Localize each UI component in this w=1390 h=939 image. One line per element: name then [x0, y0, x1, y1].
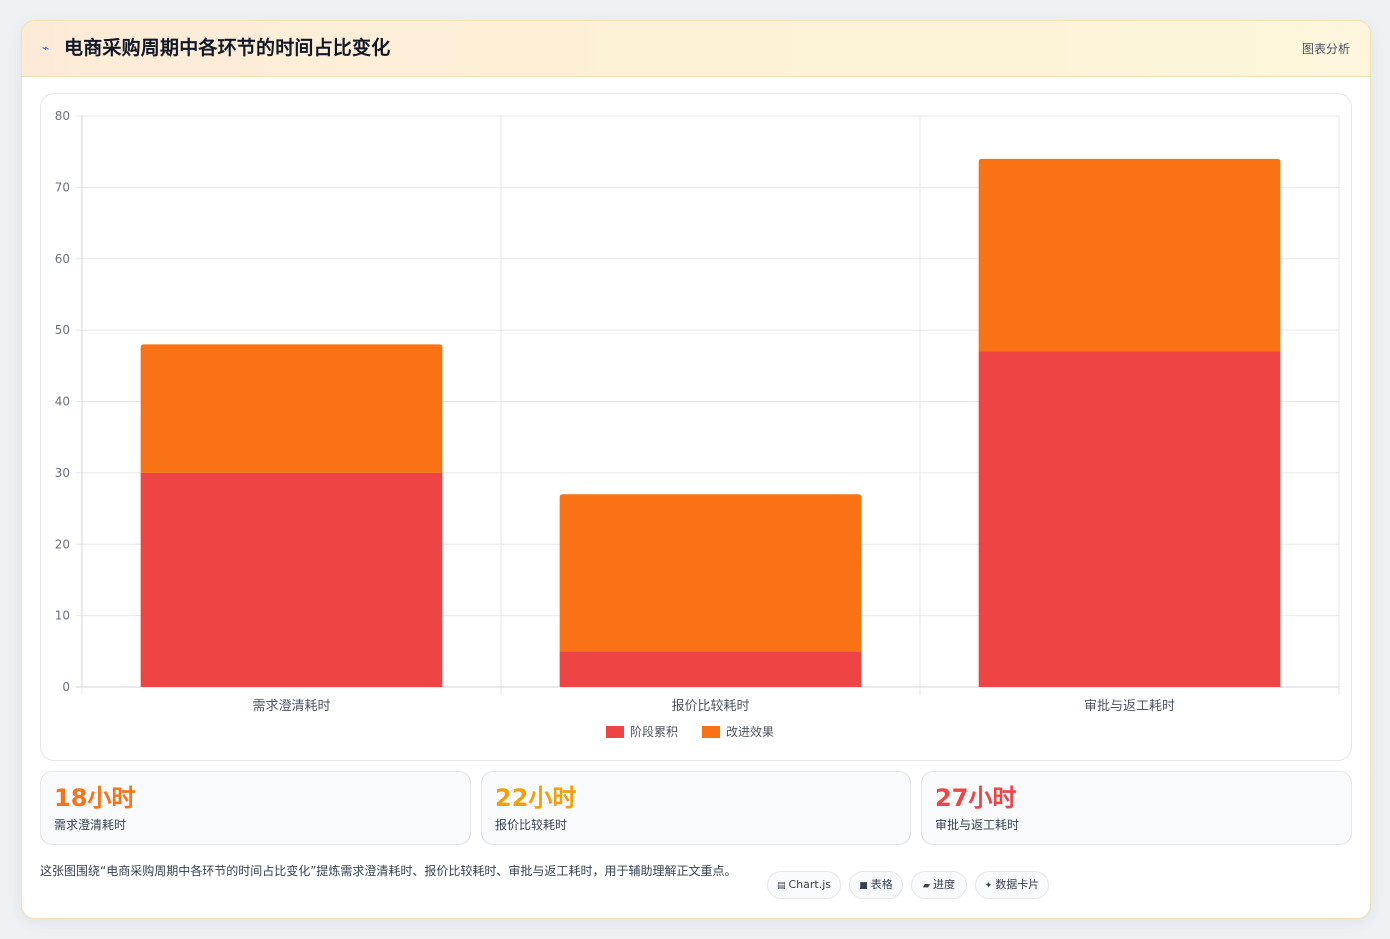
stat-label: 报价比较耗时 — [495, 818, 568, 832]
y-tick-label: 20 — [55, 537, 70, 551]
y-tick-label: 30 — [55, 466, 70, 480]
chip-label: 表格 — [870, 878, 893, 891]
bar-segment — [559, 651, 862, 687]
stat-value: 27小时 — [935, 784, 1017, 812]
chart-icon: ▤ — [776, 881, 786, 891]
stat-label: 审批与返工耗时 — [935, 818, 1020, 832]
bar-segment — [978, 351, 1281, 687]
y-tick-label: 70 — [55, 180, 70, 194]
chart-description: 这张图围绕“电商采购周期中各环节的时间占比变化”提炼需求澄清耗时、报价比较耗时、… — [40, 864, 737, 878]
stat-value: 22小时 — [495, 784, 577, 812]
chip-data-card[interactable]: ✦ 数据卡片 — [975, 871, 1049, 899]
bar-segment — [140, 344, 443, 473]
y-tick-label: 50 — [55, 323, 70, 337]
stat-label: 需求澄清耗时 — [54, 818, 127, 832]
chart-card: ⌁ 电商采购周期中各环节的时间占比变化 图表分析 0 10 20 30 40 50 60 70… — [21, 20, 1371, 919]
card-header: ⌁ 电商采购周期中各环节的时间占比变化 图表分析 — [22, 21, 1370, 77]
x-tick-label: 报价比较耗时 — [671, 699, 749, 714]
page-title: 电商采购周期中各环节的时间占比变化 — [64, 37, 391, 59]
stat-cards: 18小时 需求澄清耗时 22小时 报价比较耗时 27小时 审批与返工耗时 — [40, 771, 1352, 846]
chip-label: 进度 — [932, 878, 955, 891]
y-tick-label: 80 — [55, 109, 70, 123]
stacked-bar-chart: 0 10 20 30 40 50 60 70 80 需求澄清耗时 报价比较耗时 审批与返工耗时阶段累积… — [55, 109, 1340, 739]
x-tick-label: 审批与返工耗时 — [1084, 699, 1175, 714]
chip-label: 数据卡片 — [995, 878, 1040, 891]
y-tick-label: 0 — [62, 680, 70, 694]
stat-card-1: 22小时 报价比较耗时 — [481, 771, 911, 845]
chart-panel: 0 10 20 30 40 50 60 70 80 需求澄清耗时 报价比较耗时 审批与返工耗时阶段累积… — [40, 93, 1352, 761]
legend-swatch — [606, 726, 624, 738]
x-tick-label: 需求澄清耗时 — [252, 699, 330, 714]
y-tick-label: 40 — [55, 395, 70, 409]
stat-card-0: 18小时 需求澄清耗时 — [40, 771, 471, 845]
lightning-icon: ⌁ — [42, 41, 50, 55]
legend-label: 改进效果 — [726, 724, 774, 739]
chip-label: Chart.js — [788, 878, 832, 891]
chip-table[interactable]: ■ 表格 — [849, 871, 903, 899]
progress-icon: ▰ — [923, 881, 930, 891]
chip-progress[interactable]: ▰ 进度 — [911, 871, 967, 899]
chip-chartjs[interactable]: ▤ Chart.js — [767, 871, 841, 899]
legend-label: 阶段累积 — [630, 724, 678, 739]
stat-card-2: 27小时 审批与返工耗时 — [921, 771, 1352, 845]
y-tick-label: 60 — [55, 252, 70, 266]
bar-segment — [559, 494, 862, 652]
bar-segment — [140, 472, 443, 687]
header-tag: 图表分析 — [1301, 42, 1350, 56]
y-tick-label: 10 — [55, 609, 70, 623]
table-icon: ■ — [859, 881, 868, 891]
bar-segment — [978, 158, 1281, 352]
legend-swatch — [702, 726, 720, 738]
stat-value: 18小时 — [54, 784, 136, 812]
sparkle-icon: ✦ — [984, 881, 993, 891]
